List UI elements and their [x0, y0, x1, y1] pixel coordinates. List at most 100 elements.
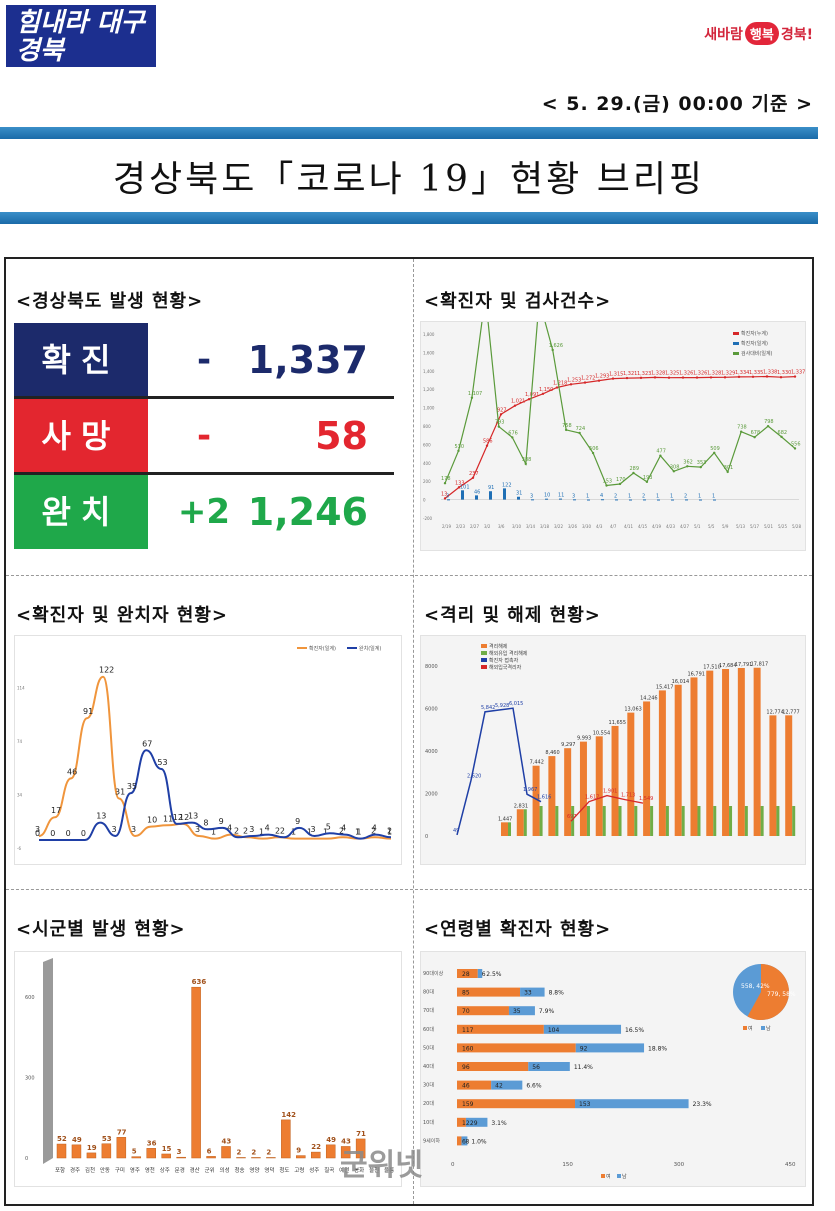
- x-tick-label: 김천: [85, 1166, 95, 1174]
- female-bar: [457, 1099, 576, 1109]
- data-label: 2: [387, 826, 392, 835]
- data-label: 353: [697, 460, 707, 466]
- data-label: 1,150: [539, 387, 553, 393]
- x-tick-label: 4/3: [596, 524, 603, 529]
- percent-label: 16.5%: [625, 1027, 644, 1034]
- data-label: 509: [710, 446, 720, 452]
- data-label: 7,442: [530, 760, 544, 766]
- release-bar: [690, 677, 698, 836]
- data-label: 1: [211, 828, 216, 837]
- female-bar: [457, 1006, 509, 1016]
- data-point: [672, 470, 676, 473]
- status-value: 58: [315, 414, 368, 458]
- data-label: 12,774: [766, 709, 784, 715]
- female-bar: [457, 969, 478, 978]
- data-point: [551, 348, 554, 352]
- y-tick-label: 6000: [425, 707, 438, 713]
- daily-bar: [531, 499, 534, 501]
- data-point: [583, 381, 587, 384]
- data-label: 2: [614, 493, 617, 499]
- data-label: 3: [177, 1148, 182, 1156]
- male-bar: [477, 969, 483, 978]
- data-label: 0: [81, 829, 86, 838]
- x-tick-label: 3/2: [484, 524, 491, 529]
- data-label: 19: [87, 1144, 97, 1152]
- legend-label: 확진자 접촉자: [489, 657, 519, 664]
- data-label: 1,447: [498, 816, 512, 822]
- data-label: 362: [683, 459, 693, 465]
- female-bar: [457, 1117, 466, 1127]
- x-tick-label: 울진: [369, 1166, 379, 1174]
- data-label: 14,246: [640, 695, 658, 701]
- y-tick-label: 74: [17, 739, 23, 744]
- briefing-grid: <경상북도 발생 현황> 확진 -1,337 사망 -58 완치 +2 1,246 <확진자…: [4, 257, 814, 1206]
- male-label: 104: [548, 1027, 560, 1034]
- male-label: 35: [513, 1008, 521, 1015]
- pie-male-label: 558, 42%: [741, 983, 770, 990]
- overseas-release-bar: [792, 806, 796, 836]
- x-tick-label: 0: [451, 1162, 455, 1168]
- x-tick-label: 의성: [220, 1166, 230, 1174]
- data-point: [645, 480, 649, 484]
- data-point: [695, 376, 699, 379]
- female-bar: [457, 1062, 529, 1071]
- data-label: 10,554: [593, 730, 611, 736]
- daily-bar: [629, 499, 632, 501]
- status-value: 1,337: [247, 338, 368, 382]
- x-tick-label: 3/18: [540, 524, 549, 529]
- y-tick-label: 0: [425, 834, 428, 840]
- x-tick-label: 성주: [309, 1166, 319, 1174]
- tests-chart: 1,800 1,600 1,400 1,200 1,000 800 600 400 200 0 -2…: [420, 289, 806, 551]
- female-bar: [457, 1043, 576, 1053]
- data-point: [443, 497, 447, 500]
- female-bar: [457, 1136, 462, 1146]
- grid-hline-1: [6, 575, 812, 576]
- data-label: 91: [488, 485, 494, 491]
- data-label: 16,791: [687, 671, 705, 677]
- data-label: 1,617: [585, 795, 599, 801]
- contact-line: [456, 707, 542, 836]
- region-svg: 600 300 0 52 포항 49 경주 19 김천 53 안동 77 구미 5 영주 36 영천 15 상주 3 문…: [25, 958, 394, 1174]
- bottom-divider: [0, 212, 818, 224]
- region-chart: 600 300 0 52 포항 49 경주 19 김천 53 안동 77 구미 5 영주 36 영천 15 상주 3 문…: [14, 951, 402, 1187]
- data-point: [578, 431, 581, 435]
- data-label: 1,107: [468, 391, 482, 397]
- male-label: 29: [470, 1120, 478, 1127]
- release-bar: [785, 715, 793, 836]
- data-point: [709, 376, 713, 379]
- x-tick-label: 봉화: [354, 1167, 364, 1174]
- daily-bar: [713, 499, 716, 501]
- y-tick-label: 1,600: [423, 350, 435, 355]
- data-label: 122: [502, 482, 512, 488]
- data-label: 1: [323, 828, 328, 837]
- isolation-svg: 8000 6000 4000 2000 0 1,447 2,831 7,4428,4609,2…: [425, 643, 800, 840]
- series-line: [39, 749, 392, 841]
- data-point: [555, 386, 559, 389]
- data-point: [653, 376, 657, 379]
- data-label: 52: [57, 1135, 67, 1143]
- x-tick-label: 영주: [130, 1166, 140, 1174]
- status-row: 완치 +2 1,246: [14, 475, 394, 549]
- x-tick-label: 5/9: [722, 524, 729, 529]
- data-label: 3: [446, 493, 449, 499]
- male-label: 8: [465, 1138, 469, 1145]
- data-label: 2: [339, 826, 344, 835]
- isolation-title: <격리 및 해제 현황>: [424, 605, 601, 626]
- data-label: 3: [572, 493, 575, 499]
- data-label: 1: [628, 494, 631, 500]
- daily-bar: [517, 496, 520, 500]
- y-tick-label: 200: [423, 479, 431, 484]
- female-label: 12: [462, 1120, 470, 1127]
- region-bar: [161, 1153, 171, 1159]
- daily-bar: [573, 499, 576, 501]
- daily-bar: [685, 499, 688, 501]
- data-label: 682: [778, 430, 788, 436]
- data-point: [470, 396, 474, 399]
- male-label: 42: [495, 1083, 503, 1090]
- female-label: 85: [462, 990, 470, 997]
- daily-bar: [601, 499, 604, 501]
- data-label: 308: [670, 464, 680, 470]
- data-label: 17: [51, 806, 61, 815]
- data-label: 697: [567, 814, 577, 820]
- data-point: [611, 377, 615, 380]
